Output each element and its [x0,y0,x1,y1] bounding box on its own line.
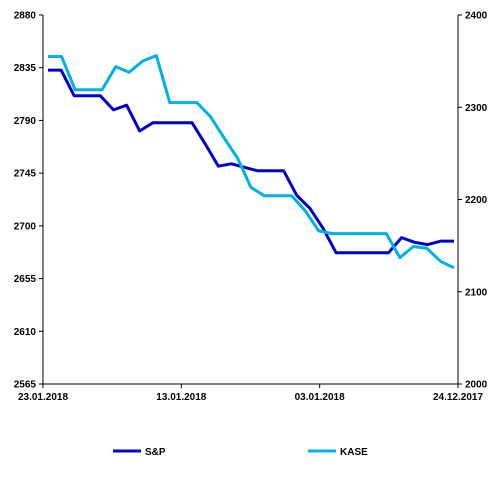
y-left-tick-label: 2835 [14,63,37,74]
x-tick-label: 13.01.2018 [156,392,206,403]
y-right-tick-label: 2000 [465,380,488,391]
legend-label-sp: S&P [145,447,166,458]
y-right-tick-label: 2300 [465,103,488,114]
y-left-tick-label: 2745 [14,169,37,180]
y-left-tick-label: 2790 [14,116,37,127]
x-tick-label: 24.12.2017 [433,392,483,403]
y-left-tick-label: 2880 [14,11,37,22]
x-tick-label: 23.01.2018 [18,392,68,403]
y-left-tick-label: 2610 [14,327,37,338]
legend-label-kase: KASE [340,447,368,458]
left-axis-ticks: 2565 2610 2655 2700 2745 2790 2835 2880 [14,11,43,391]
x-axis-ticks: 23.01.2018 13.01.2018 03.01.2018 24.12.2017 [18,384,483,403]
y-right-tick-label: 2100 [465,287,488,298]
y-left-tick-label: 2565 [14,380,37,391]
series-line-s-p [48,68,454,255]
legend: S&P KASE [113,447,368,458]
y-right-tick-label: 2200 [465,195,488,206]
series-lines [48,54,455,270]
y-left-tick-label: 2655 [14,274,37,285]
x-tick-label: 03.01.2018 [295,392,345,403]
y-right-tick-label: 2400 [465,11,488,22]
series-line-kase [48,54,455,270]
right-axis-ticks: 2000 2100 2200 2300 2400 [458,11,488,391]
y-left-tick-label: 2700 [14,221,37,232]
